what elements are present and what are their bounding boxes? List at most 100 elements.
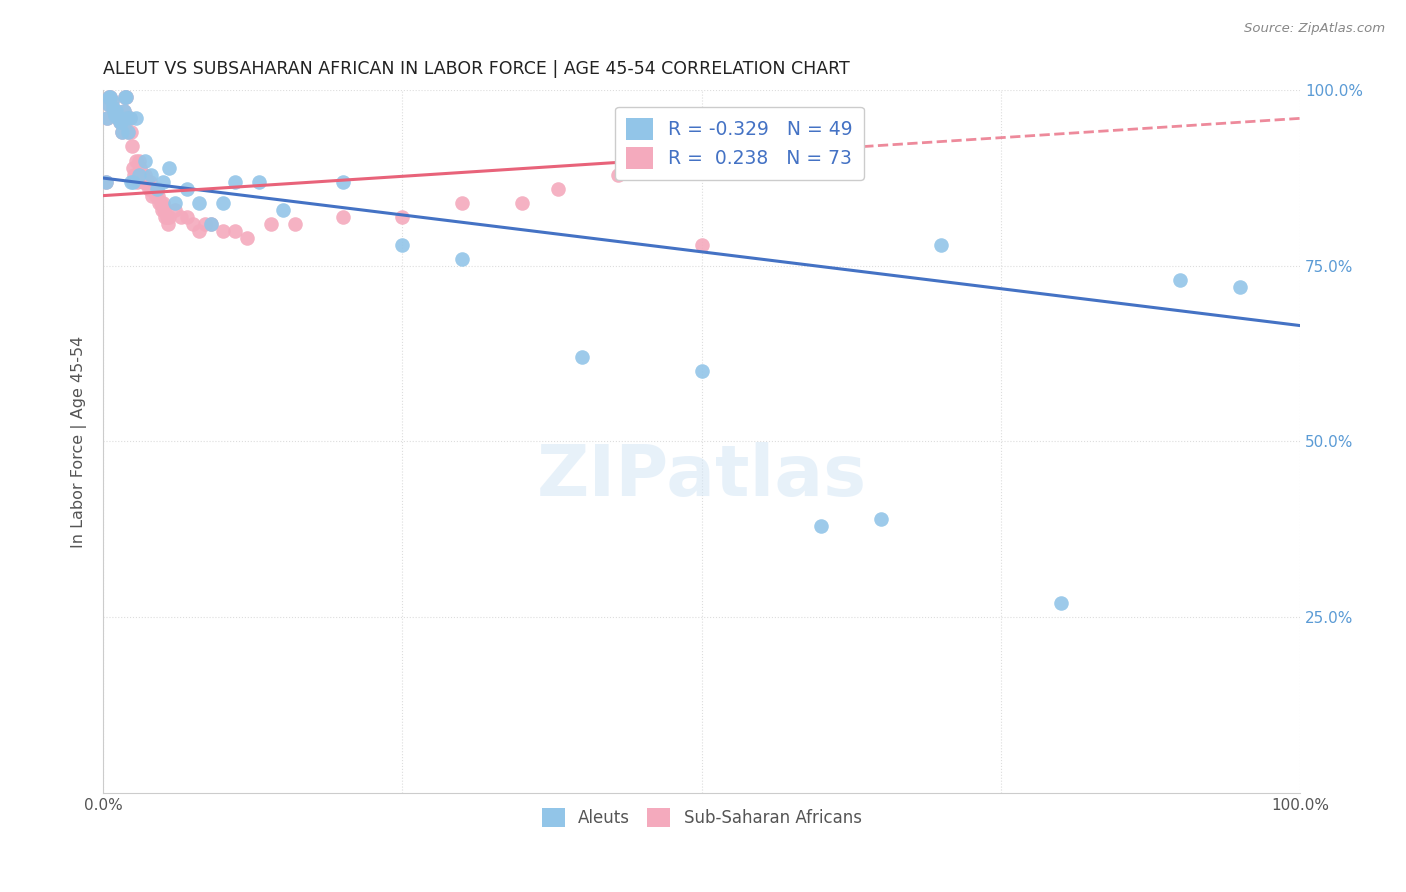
Point	[571, 350, 593, 364]
Point	[157, 210, 180, 224]
Point	[111, 125, 134, 139]
Text: Source: ZipAtlas.com: Source: ZipAtlas.com	[1244, 22, 1385, 36]
Text: ALEUT VS SUBSAHARAN AFRICAN IN LABOR FORCE | AGE 45-54 CORRELATION CHART: ALEUT VS SUBSAHARAN AFRICAN IN LABOR FOR…	[103, 60, 851, 78]
Point	[188, 224, 211, 238]
Point	[128, 153, 150, 168]
Point	[176, 181, 198, 195]
Point	[101, 101, 124, 115]
Point	[163, 202, 186, 217]
Point	[110, 115, 132, 129]
Point	[97, 97, 120, 112]
Point	[131, 168, 153, 182]
Point	[122, 175, 145, 189]
Point	[271, 202, 294, 217]
Point	[181, 217, 204, 231]
Point	[115, 90, 138, 104]
Point	[98, 90, 121, 104]
Point	[120, 175, 142, 189]
Point	[105, 104, 128, 119]
Point	[124, 153, 146, 168]
Point	[212, 195, 235, 210]
Point	[103, 104, 125, 119]
Point	[101, 101, 124, 115]
Point	[157, 161, 180, 175]
Point	[332, 210, 354, 224]
Point	[129, 161, 152, 175]
Point	[156, 210, 179, 224]
Point	[132, 175, 155, 189]
Point	[107, 112, 129, 126]
Point	[128, 168, 150, 182]
Point	[690, 364, 713, 378]
Point	[135, 175, 157, 189]
Point	[1229, 280, 1251, 294]
Point	[170, 210, 193, 224]
Point	[94, 175, 117, 189]
Point	[100, 94, 122, 108]
Point	[108, 115, 131, 129]
Point	[94, 175, 117, 189]
Legend: Aleuts, Sub-Saharan Africans: Aleuts, Sub-Saharan Africans	[534, 801, 869, 833]
Point	[112, 104, 135, 119]
Point	[136, 175, 159, 189]
Text: ZIPatlas: ZIPatlas	[537, 442, 866, 511]
Point	[146, 181, 169, 195]
Point	[115, 90, 138, 104]
Point	[107, 112, 129, 126]
Point	[188, 195, 211, 210]
Point	[163, 195, 186, 210]
Point	[112, 104, 135, 119]
Point	[107, 112, 129, 126]
Point	[122, 161, 145, 175]
Point	[117, 125, 139, 139]
Point	[142, 181, 165, 195]
Point	[148, 195, 170, 210]
Point	[103, 104, 125, 119]
Point	[145, 188, 167, 202]
Point	[138, 181, 160, 195]
Point	[100, 90, 122, 104]
Point	[115, 112, 138, 126]
Point	[547, 181, 569, 195]
Point	[105, 104, 128, 119]
Point	[200, 217, 222, 231]
Point	[114, 90, 136, 104]
Point	[125, 175, 148, 189]
Point	[194, 217, 217, 231]
Point	[98, 90, 121, 104]
Point	[152, 175, 174, 189]
Point	[139, 175, 162, 189]
Point	[153, 202, 176, 217]
Point	[451, 252, 474, 266]
Point	[606, 168, 628, 182]
Point	[96, 112, 118, 126]
Point	[124, 112, 146, 126]
Point	[150, 202, 173, 217]
Point	[224, 175, 246, 189]
Point	[104, 108, 127, 122]
Point	[510, 195, 533, 210]
Point	[100, 94, 122, 108]
Point	[156, 217, 179, 231]
Point	[451, 195, 474, 210]
Point	[108, 115, 131, 129]
Point	[96, 112, 118, 126]
Point	[1049, 596, 1071, 610]
Point	[110, 115, 132, 129]
Point	[100, 90, 122, 104]
Point	[120, 125, 142, 139]
Point	[107, 112, 129, 126]
Point	[139, 181, 162, 195]
Point	[104, 108, 127, 122]
Point	[152, 195, 174, 210]
Point	[247, 175, 270, 189]
Point	[143, 181, 166, 195]
Point	[148, 188, 170, 202]
Point	[118, 112, 141, 126]
Point	[176, 210, 198, 224]
Point	[146, 181, 169, 195]
Point	[810, 518, 832, 533]
Point	[149, 195, 172, 210]
Point	[155, 210, 177, 224]
Point	[97, 97, 120, 112]
